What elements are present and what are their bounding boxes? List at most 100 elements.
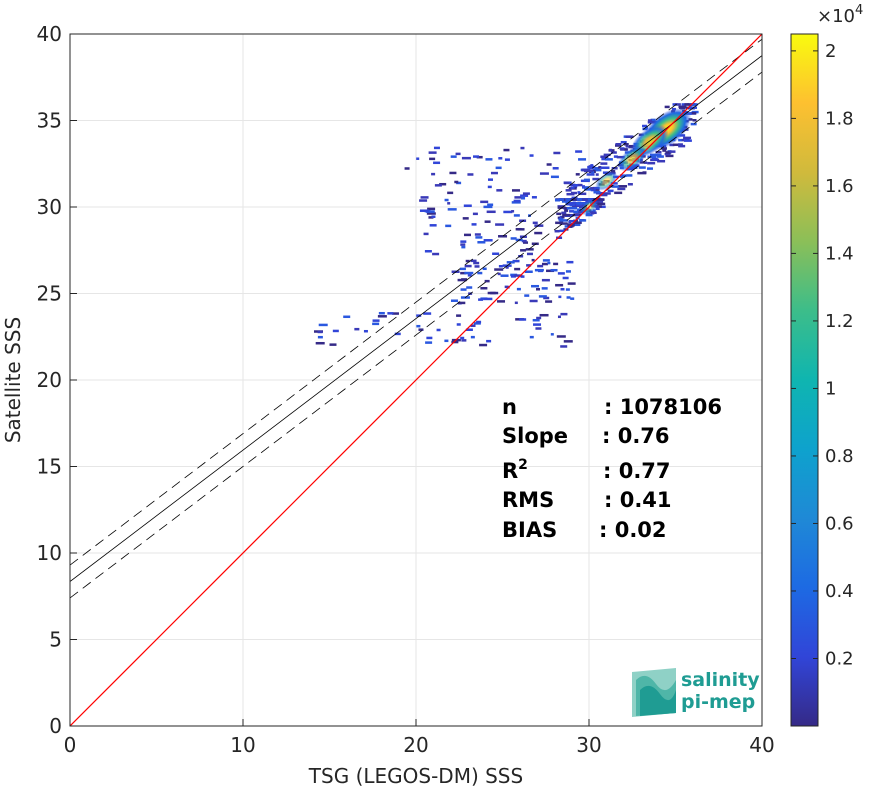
scatter-cell [620,140,627,144]
colorbar-tick-label: 2 [825,41,836,62]
scatter-cell [664,105,670,109]
scatter-cell [456,314,462,317]
scatter-cell [372,322,380,326]
scatter-cell [644,161,648,164]
regression-lines [70,34,762,726]
scatter-cell [317,330,323,334]
scatter-cell [625,145,629,148]
scatter-cell [523,241,529,244]
scatter-cell [520,249,527,252]
scatter-cell [428,216,434,219]
logo-line2: pi-mep [681,691,755,713]
scatter-cell [536,288,541,291]
scatter-cell [567,223,571,226]
scatter-cell [498,264,503,268]
scatter-cell [495,166,502,170]
scatter-cell [678,144,686,148]
scatter-cell [657,159,666,163]
scatter-cell [419,209,429,212]
scatter-cell [576,202,583,205]
scatter-cell [578,192,587,196]
scatter-cell [329,343,337,346]
scatter-cell [558,295,562,299]
scatter-cell [546,269,555,273]
scatter-cell [586,173,595,176]
scatter-cell [526,252,533,256]
scatter-cell [557,315,561,319]
scatter-cell [600,155,609,158]
scatter-cell [573,210,579,214]
y-tick-label: 15 [37,455,62,479]
scatter-cell [590,212,595,215]
scatter-cell [587,165,596,169]
scatter-cell [545,300,553,303]
scatter-cell [690,103,696,106]
scatter-cell [419,199,428,202]
scatter-cell [569,198,577,201]
scatter-cell [561,211,567,215]
scatter-cell [460,240,467,243]
scatter-cell [554,199,560,202]
scatter-cell [460,271,467,275]
scatter-cell [511,210,515,213]
scatter-cell [518,254,524,258]
scatter-cell [529,335,534,339]
scatter-cell [387,312,394,315]
scatter-cell [646,167,653,170]
scatter-cell [535,327,542,330]
scatter-cell [583,178,590,182]
scatter-cell [434,184,442,187]
scatter-cell [315,341,325,345]
scatter-cell [655,150,662,154]
scatter-cell [456,323,461,326]
scatter-cell [558,218,564,221]
scatter-cell [425,210,435,213]
fit-line [70,55,762,582]
scatter-cell [461,156,471,160]
scatter-cell [424,250,432,253]
scatter-cell [624,148,628,151]
scatter-cell [584,188,593,191]
scatter-cell [460,243,466,246]
scatter-cell [529,154,534,157]
scatter-cell [566,192,575,196]
scatter-cell [582,186,590,189]
scatter-cell [556,335,566,338]
scatter-cell [317,335,323,339]
scatter-cell [537,264,544,268]
y-tick-label: 10 [37,541,62,565]
scatter-cell [613,155,618,158]
scatter-cell [461,245,466,249]
scatter-cell [497,272,501,276]
scatter-cell [519,318,527,321]
scatter-cell [674,103,681,106]
scatter-cell [554,229,560,233]
scatter-cell [596,200,604,203]
scatter-cell [604,158,613,161]
stat-label: n [502,395,517,419]
colorbar-tick-label: 1.8 [825,108,854,129]
scatter-cell [487,291,496,295]
stat-value: : 0.77 [603,459,671,483]
scatter-cell [521,239,527,243]
scatter-cell [504,285,509,289]
scatter-cell [550,333,554,336]
scatter-cell [436,328,441,332]
colorbar-multiplier-base: ×10 [817,6,855,27]
scatter-cell [568,219,575,223]
scatter-cell [533,323,542,326]
scatter-cell [574,223,581,227]
colorbar-tick-label: 1.4 [825,243,854,264]
scatter-cell [566,207,571,210]
scatter-cell [514,274,523,277]
scatter-cell [467,274,472,277]
scatter-cell [570,201,578,205]
scatter-cell [656,155,664,158]
scatter-cell [444,339,449,343]
scatter-cell [681,138,685,142]
scatter-cell [575,173,580,176]
scatter-cell [690,112,697,115]
scatter-cell [500,274,509,277]
scatter-cell [599,193,608,197]
scatter-cell [506,261,515,264]
